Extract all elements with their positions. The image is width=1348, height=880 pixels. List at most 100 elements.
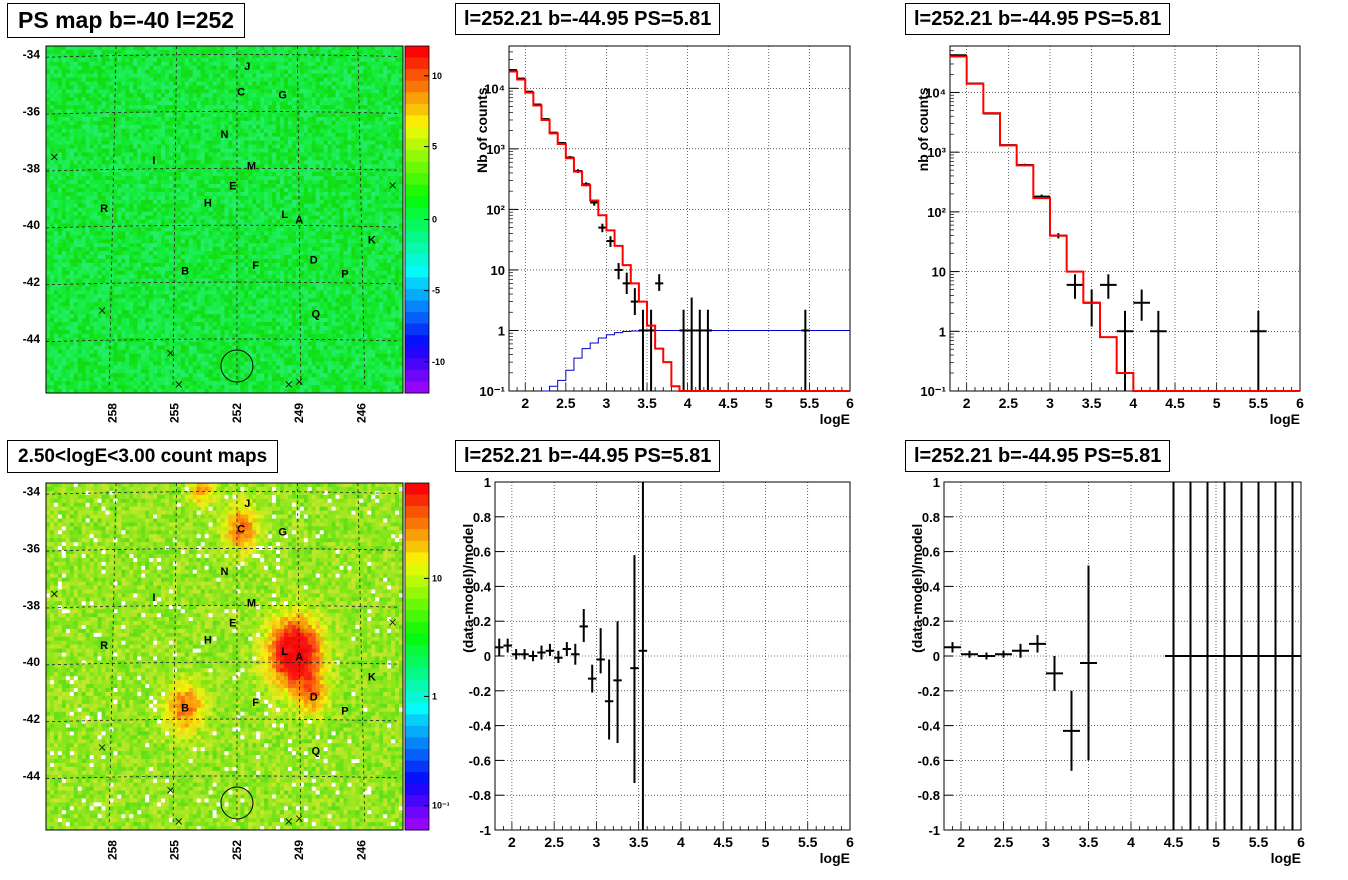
heatmap-cell	[133, 294, 138, 299]
heatmap-cell	[77, 349, 83, 354]
heatmap-cell	[236, 211, 241, 216]
heatmap-cell	[53, 144, 59, 149]
heatmap-cell	[93, 254, 98, 260]
heatmap-cell	[61, 97, 67, 102]
heatmap-cell	[204, 373, 210, 378]
heatmap-cell	[236, 298, 241, 303]
heatmap-cell	[216, 53, 221, 59]
heatmap-cell	[137, 306, 142, 311]
heatmap-cell	[192, 156, 198, 161]
heatmap-cell	[109, 168, 114, 173]
heatmap-cell	[240, 349, 245, 354]
heatmap-cell	[161, 191, 166, 197]
heatmap-cell	[192, 337, 198, 343]
heatmap-cell	[93, 341, 98, 347]
heatmap-cell	[129, 180, 134, 185]
heatmap-cell	[53, 310, 59, 315]
heatmap-cell	[168, 124, 174, 130]
heatmap-cell	[97, 290, 102, 295]
heatmap-cell	[129, 203, 134, 209]
heatmap-cell	[228, 349, 233, 354]
heatmap-cell	[188, 172, 194, 177]
heatmap-cell	[208, 140, 213, 145]
heatmap-cell	[161, 140, 166, 145]
heatmap-cell	[212, 290, 217, 295]
heatmap-cell	[101, 262, 106, 268]
heatmap-cell	[125, 65, 130, 71]
heatmap-cell	[53, 243, 59, 248]
heatmap-cell	[176, 172, 182, 177]
heatmap-cell	[149, 278, 154, 283]
heatmap-cell	[97, 116, 102, 122]
heatmap-cell	[65, 219, 71, 224]
heatmap-cell	[125, 286, 130, 291]
heatmap-cell	[192, 85, 198, 90]
heatmap-cell	[165, 298, 170, 303]
heatmap-cell	[252, 322, 257, 327]
heatmap-cell	[232, 231, 237, 236]
heatmap-cell	[244, 357, 249, 362]
heatmap-cell	[232, 294, 237, 299]
heatmap-cell	[264, 156, 269, 161]
heatmap-cell	[188, 337, 194, 343]
heatmap-cell	[97, 176, 102, 181]
heatmap-cell	[244, 184, 249, 189]
heatmap-cell	[81, 49, 87, 55]
heatmap-cell	[141, 97, 146, 102]
heatmap-cell	[240, 57, 245, 63]
heatmap-cell	[264, 160, 269, 165]
heatmap-cell	[248, 93, 253, 98]
heatmap-cell	[248, 144, 253, 149]
heatmap-cell	[137, 270, 142, 276]
heatmap-cell	[228, 274, 233, 280]
heatmap-cell	[125, 251, 130, 256]
heatmap-cell	[69, 113, 75, 118]
heatmap-cell	[141, 180, 146, 185]
heatmap-cell	[208, 116, 213, 122]
heatmap-cell	[236, 207, 241, 213]
heatmap-cell	[97, 353, 102, 358]
heatmap-cell	[157, 85, 162, 90]
heatmap-cell	[49, 109, 55, 114]
heatmap-cell	[81, 61, 87, 67]
heatmap-cell	[228, 282, 233, 287]
heatmap-cell	[208, 207, 213, 213]
heatmap-cell	[77, 254, 83, 260]
heatmap-cell	[240, 113, 245, 118]
heatmap-cell	[81, 318, 87, 323]
heatmap-cell	[69, 120, 75, 126]
heatmap-cell	[153, 81, 158, 86]
heatmap-cell	[268, 93, 273, 98]
heatmap-cell	[141, 109, 146, 114]
heatmap-cell	[61, 73, 67, 78]
heatmap-cell	[121, 341, 126, 347]
heatmap-cell	[109, 156, 114, 161]
heatmap-cell	[252, 128, 257, 134]
heatmap-cell	[268, 61, 273, 67]
heatmap-cell	[117, 144, 122, 149]
heatmap-cell	[85, 381, 91, 386]
heatmap-cell	[216, 77, 221, 82]
heatmap-cell	[224, 81, 229, 86]
heatmap-cell	[69, 243, 75, 248]
heatmap-cell	[260, 77, 265, 82]
heatmap-cell	[65, 191, 71, 197]
heatmap-cell	[248, 329, 253, 335]
heatmap-cell	[121, 310, 126, 315]
heatmap-cell	[77, 325, 83, 331]
heatmap-cell	[89, 325, 94, 331]
heatmap-cell	[161, 282, 166, 287]
heatmap-cell	[153, 120, 158, 126]
heatmap-cell	[192, 73, 198, 78]
heatmap-cell	[81, 341, 87, 347]
heatmap-cell	[153, 227, 158, 232]
heatmap-cell	[184, 207, 190, 213]
heatmap-cell	[216, 65, 221, 71]
heatmap-cell	[172, 73, 178, 78]
heatmap-cell	[153, 128, 158, 134]
heatmap-cell	[109, 373, 114, 378]
heatmap-cell	[57, 381, 63, 386]
heatmap-cell	[93, 381, 98, 386]
heatmap-cell	[97, 274, 102, 280]
heatmap-cell	[85, 251, 91, 256]
